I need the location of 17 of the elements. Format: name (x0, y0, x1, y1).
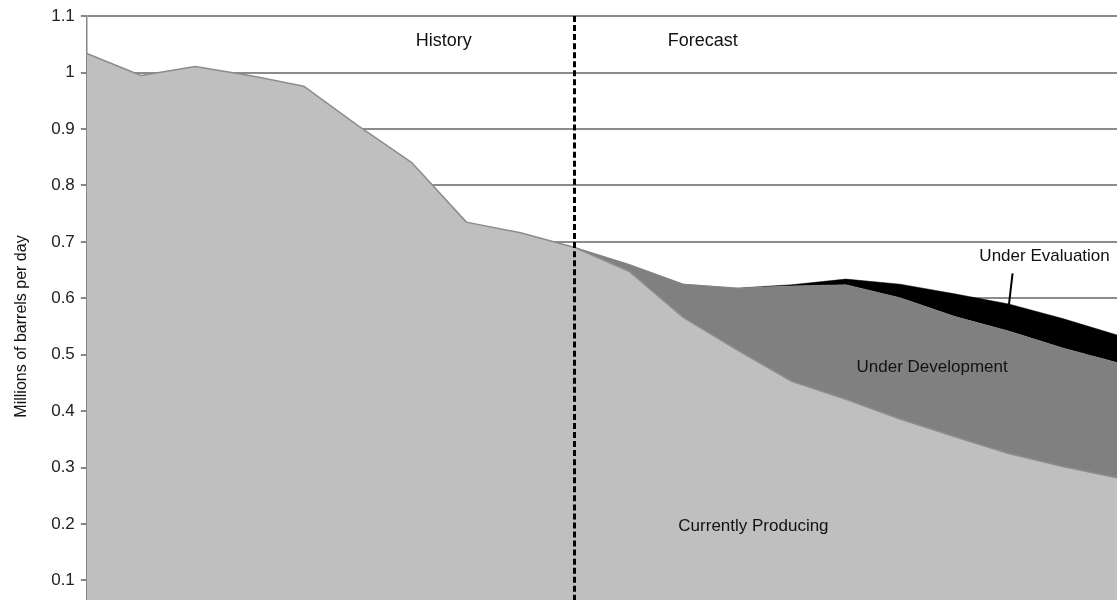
y-tick-label: 0.7 (51, 231, 75, 251)
y-axis-title: Millions of barrels per day (12, 235, 30, 418)
y-tick-label: 0.1 (51, 570, 75, 590)
y-tick-label: 0.8 (51, 175, 75, 195)
annotation: History (415, 30, 472, 51)
y-tick-label: 0.9 (51, 118, 75, 138)
series-label: Under Evaluation (979, 245, 1110, 265)
y-tick-label: 0.5 (51, 344, 75, 364)
y-tick-label: 1.1 (51, 5, 75, 25)
series-label: Currently Producing (678, 515, 829, 535)
y-tick-label: 1 (65, 62, 75, 82)
annotation: Forecast (667, 30, 738, 51)
series-label: Under Development (856, 357, 1008, 377)
y-tick-label: 0.2 (51, 513, 75, 533)
y-tick-label: 0.3 (51, 457, 75, 477)
y-tick-label: 0.6 (51, 287, 75, 307)
y-tick-label: 0.4 (51, 400, 75, 420)
